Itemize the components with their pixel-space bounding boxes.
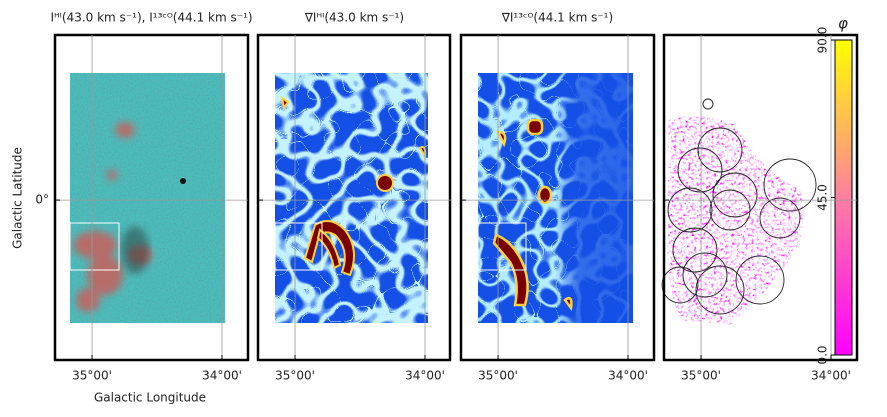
x-tick-label: 35°00' <box>681 369 721 383</box>
x-tick-label: 34°00' <box>608 369 648 383</box>
image-hi-13co <box>69 73 225 323</box>
image-grad-hi <box>274 73 428 323</box>
image-phi <box>661 35 857 360</box>
panel-title: ∇I¹³ᶜᴼ(44.1 km s⁻¹) <box>501 11 613 25</box>
x-tick-label: 35°00' <box>72 369 112 383</box>
y-axis-label: Galactic Latitude <box>11 147 25 249</box>
panel-frame <box>662 33 859 362</box>
colorbar-tick-label: 90.0 <box>816 27 830 54</box>
x-tick-label: 35°00' <box>275 369 315 383</box>
x-tick-label: 34°00' <box>811 369 851 383</box>
x-tick-label: 34°00' <box>405 369 445 383</box>
colorbar-label: φ <box>838 15 848 33</box>
x-tick-label: 35°00' <box>478 369 518 383</box>
panel-frame <box>53 33 250 362</box>
panel-title: ∇Iᴴᴵ(43.0 km s⁻¹) <box>304 11 404 25</box>
x-tick-label: 34°00' <box>202 369 242 383</box>
colorbar-tick-label: 45.0 <box>816 184 830 211</box>
panel-title: Iᴴᴵ(43.0 km s⁻¹), I¹³ᶜᴼ(44.1 km s⁻¹) <box>50 11 252 25</box>
panel-frame <box>459 33 656 362</box>
y-tick-label: 0° <box>35 193 49 207</box>
panel-frame <box>256 33 452 362</box>
image-grad-13co <box>477 73 633 323</box>
colorbar <box>834 39 853 356</box>
x-axis-label: Galactic Longitude <box>94 391 206 405</box>
colorbar-tick-label: 0.0 <box>816 345 830 364</box>
